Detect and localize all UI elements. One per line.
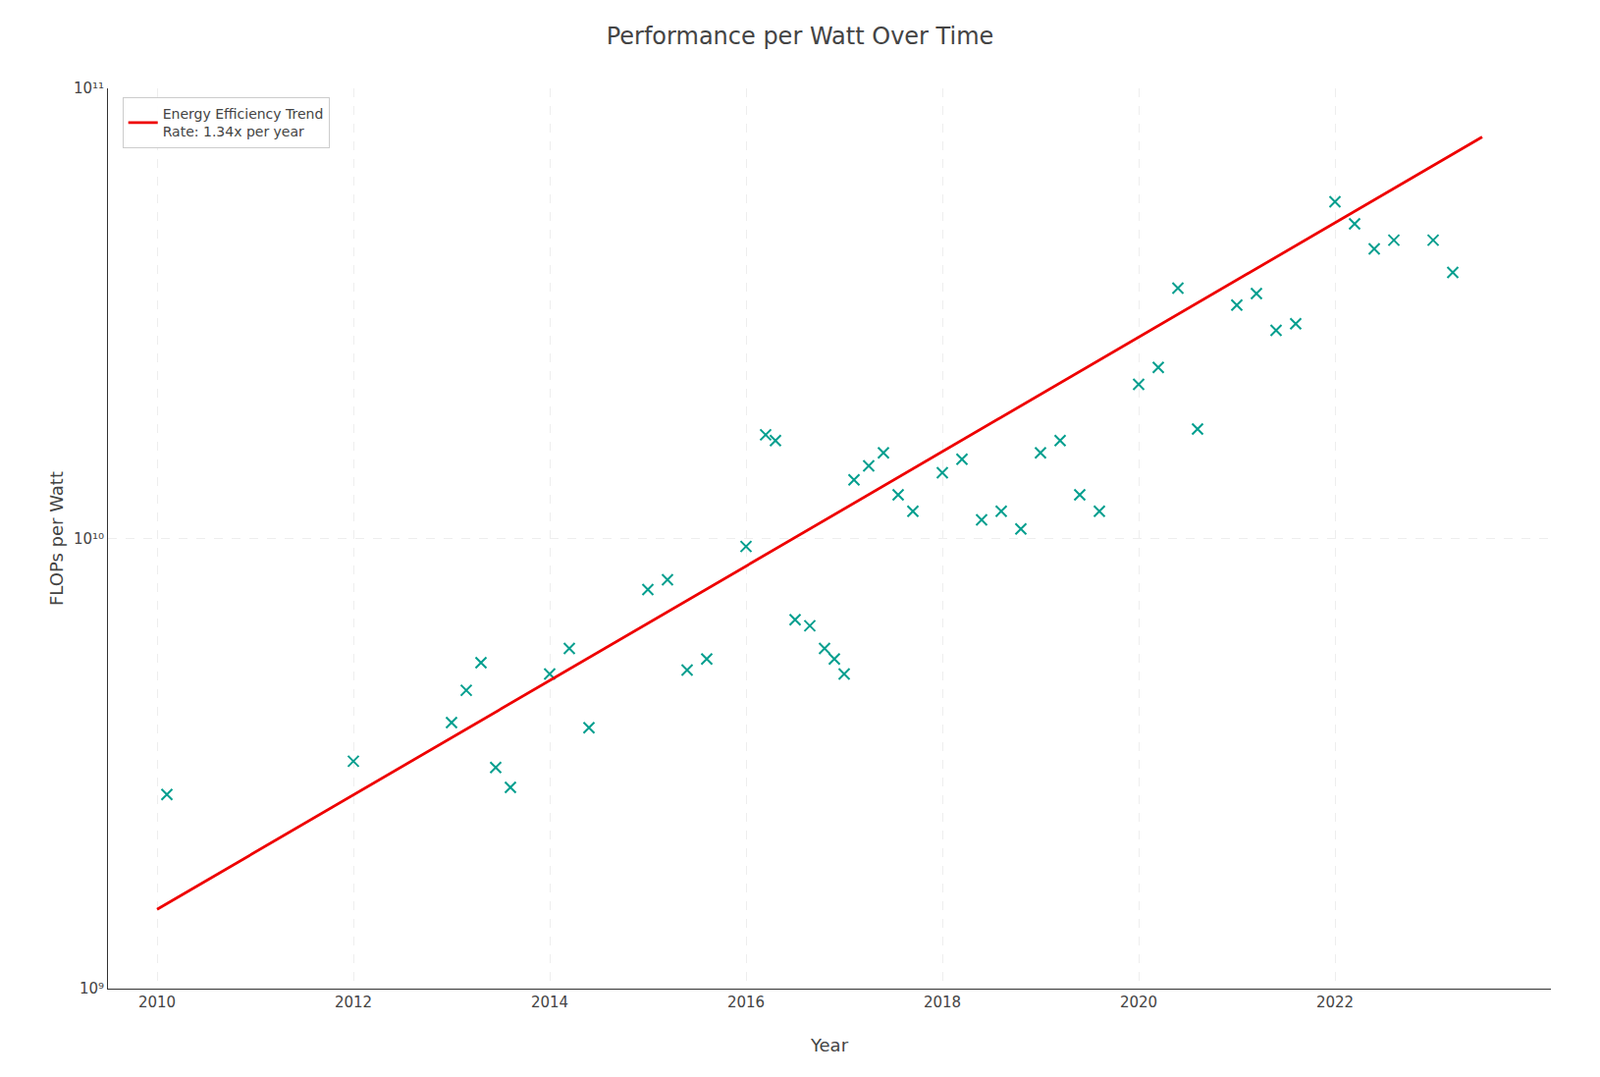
svg-text:Energy Efficiency TrendRate: 1: Energy Efficiency TrendRate: 1.34x per y… bbox=[162, 106, 324, 140]
svg-text:2022: 2022 bbox=[1316, 993, 1354, 1012]
svg-text:2012: 2012 bbox=[334, 993, 373, 1012]
svg-text:Performance per Watt Over Time: Performance per Watt Over Time bbox=[606, 22, 995, 51]
svg-text:FLOPs per Watt: FLOPs per Watt bbox=[46, 471, 67, 606]
svg-text:2014: 2014 bbox=[531, 993, 569, 1012]
svg-text:2010: 2010 bbox=[138, 993, 176, 1012]
svg-text:10¹¹: 10¹¹ bbox=[73, 79, 105, 98]
svg-text:2020: 2020 bbox=[1120, 993, 1158, 1012]
svg-text:2018: 2018 bbox=[923, 993, 961, 1012]
svg-text:10¹⁰: 10¹⁰ bbox=[73, 530, 105, 548]
svg-text:10⁹: 10⁹ bbox=[79, 979, 105, 998]
svg-text:2016: 2016 bbox=[727, 993, 765, 1012]
svg-text:Year: Year bbox=[809, 1034, 850, 1056]
